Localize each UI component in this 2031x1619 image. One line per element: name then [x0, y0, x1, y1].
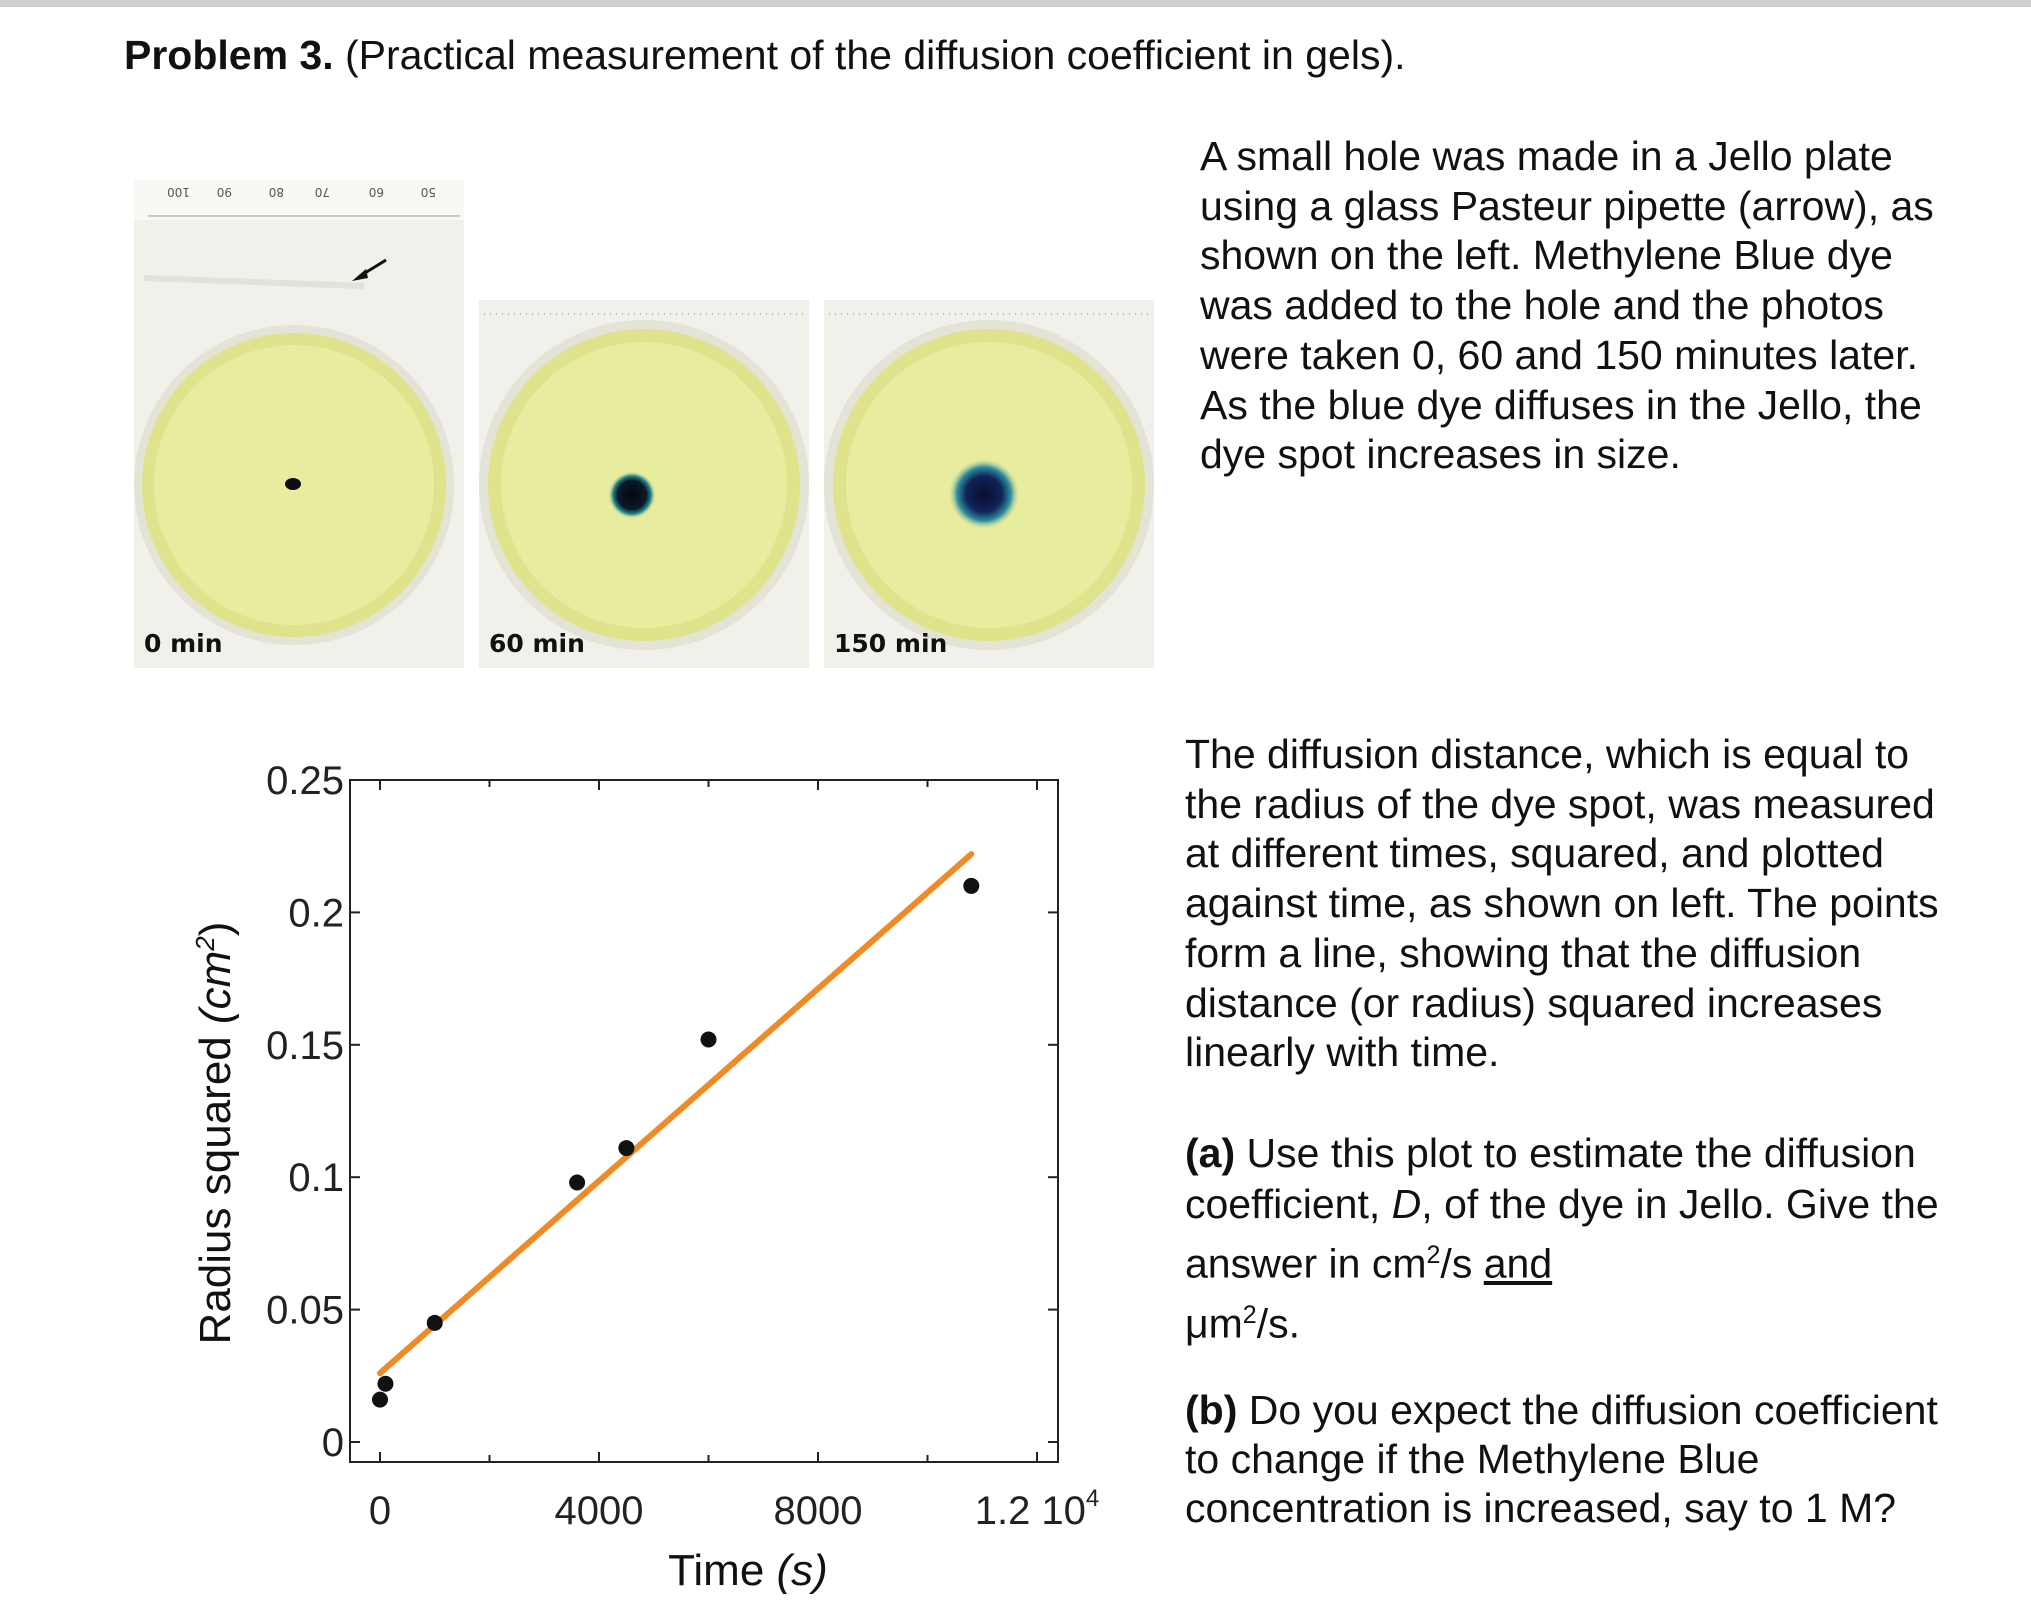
question-a-text3: /s	[1440, 1240, 1473, 1287]
ruler-number: 90	[217, 185, 232, 199]
tick-labels: 0 0.05 0.1 0.15 0.2 0.25 0 4000 8000 1.2 104	[266, 759, 1099, 1533]
data-point	[377, 1375, 394, 1392]
x-tick-label: 0	[369, 1489, 391, 1533]
data-point	[372, 1391, 388, 1408]
question-a-label: (a)	[1185, 1130, 1236, 1176]
unit-um: μm	[1185, 1300, 1243, 1347]
x-tick-label: 8000	[774, 1489, 863, 1533]
intro-paragraph: A small hole was made in a Jello plate u…	[1200, 133, 1934, 478]
problem-subtitle: (Practical measurement of the diffusion …	[345, 32, 1406, 78]
x-tick-label: 4000	[555, 1489, 644, 1533]
data-point	[963, 877, 980, 894]
question-a-text4: /s.	[1256, 1300, 1300, 1347]
data-points	[372, 877, 980, 1408]
photo-label: 150 min	[834, 629, 948, 658]
ruler-number: 80	[269, 185, 284, 199]
problem-title: Problem 3. (Practical measurement of the…	[124, 32, 1406, 79]
photo-150-min: 150 min	[824, 300, 1154, 668]
top-border	[0, 0, 2031, 7]
data-point	[569, 1174, 586, 1191]
photo-0-min: 100 90 80 70 60 50 0 min	[134, 180, 464, 668]
y-tick-label: 0.05	[266, 1289, 344, 1333]
ruler: 100 90 80 70 60 50	[148, 185, 460, 217]
photo-label: 60 min	[489, 629, 585, 658]
y-axis-unit-close: )	[191, 922, 240, 937]
y-axis-label-text: Radius squared	[191, 1036, 240, 1344]
ruler-number: 60	[369, 185, 384, 199]
and-underlined: and	[1483, 1240, 1553, 1287]
question-a-text2: , of the dye in Jello. Give the answer i…	[1185, 1181, 1939, 1287]
dye-spot	[948, 458, 1020, 530]
photo-label: 0 min	[144, 629, 223, 658]
diffusion-chart: 0 0.05 0.1 0.15 0.2 0.25 0 4000 8000 1.2 104 Time…	[190, 759, 1099, 1595]
ruler-number: 100	[167, 185, 190, 199]
arrow-icon	[352, 258, 387, 281]
data-point	[426, 1314, 443, 1331]
y-tick-label: 0.1	[288, 1156, 344, 1200]
y-tick-label: 0.15	[266, 1024, 344, 1068]
axis-ticks	[350, 779, 1058, 1462]
question-a-text: Use this plot to estimate the diffusion …	[1185, 1130, 1916, 1227]
problem-number: Problem 3.	[124, 32, 334, 78]
photo-60-min: 60 min	[479, 300, 809, 668]
ruler-number: 70	[315, 185, 330, 199]
superscript: 2	[1426, 1241, 1441, 1269]
y-tick-label: 0.25	[266, 759, 344, 803]
y-tick-label: 0	[322, 1421, 344, 1465]
data-point	[618, 1140, 635, 1157]
dye-spot	[608, 471, 656, 519]
y-tick-label: 0.2	[288, 891, 344, 935]
x-tick-label: 1.2 104	[975, 1485, 1100, 1533]
superscript: 2	[1242, 1300, 1257, 1329]
x-axis-label-text: Time	[668, 1546, 764, 1595]
fit-line	[377, 851, 975, 1377]
ruler-number: 50	[421, 185, 436, 199]
question-b: (b) Do you expect the diffusion coeffici…	[1185, 1386, 1945, 1533]
x-tick-label-sup: 4	[1086, 1485, 1099, 1512]
dye-spot	[285, 478, 301, 490]
fit-line-group	[377, 851, 975, 1377]
data-point	[700, 1031, 717, 1048]
question-b-label: (b)	[1185, 1387, 1238, 1433]
symbol-d: D	[1391, 1181, 1422, 1227]
y-axis-label: Radius squared (cm2)	[190, 922, 240, 1345]
x-axis-unit: (s)	[777, 1546, 828, 1595]
plot-axes	[349, 779, 1059, 1463]
question-b-text: Do you expect the diffusion coefficient …	[1185, 1387, 1938, 1531]
y-axis-unit: (cm	[191, 951, 240, 1024]
y-axis-unit-sup: 2	[190, 936, 220, 952]
question-a: (a) Use this plot to estimate the diffus…	[1185, 1128, 1945, 1349]
plot-paragraph: The diffusion distance, which is equal t…	[1185, 731, 1939, 1076]
x-axis-label: Time (s)	[668, 1546, 828, 1595]
plot-frame	[349, 779, 1059, 1463]
